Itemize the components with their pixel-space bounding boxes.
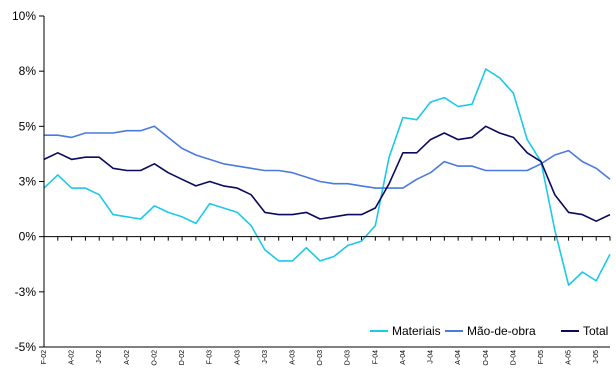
x-tick-label: D-02 xyxy=(179,350,186,365)
series-line-m-o-de-obra xyxy=(44,125,611,189)
y-tick-label: 3% xyxy=(19,175,37,189)
x-tick-label: A-03 xyxy=(234,350,241,365)
x-tick-label: J-04 xyxy=(428,350,435,364)
x-tick-label: A-04 xyxy=(455,350,462,365)
series-line-materiais xyxy=(43,68,611,287)
x-tick-label: F-03 xyxy=(207,350,214,365)
x-tick-label: J-05 xyxy=(593,350,600,364)
legend-label: Materiais xyxy=(392,324,441,338)
x-tick-label: A-03 xyxy=(289,350,296,365)
x-tick-label: O-04 xyxy=(483,350,490,366)
y-tick-label: 10% xyxy=(12,9,36,23)
y-tick-label: 0% xyxy=(19,230,37,244)
y-tick-label: -5% xyxy=(15,340,37,354)
x-tick-label: O-03 xyxy=(317,350,324,366)
x-tick-label: F-04 xyxy=(372,350,379,365)
series-line-total xyxy=(43,125,611,222)
x-tick-label: A-02 xyxy=(124,350,131,365)
x-axis-ticks: F-02 A-02 J-02 A-02 O-02 D-02 F-03 A-03 J-03 A-03… xyxy=(41,236,611,366)
chart-series xyxy=(43,68,611,287)
x-tick-label: A-05 xyxy=(566,350,573,365)
x-tick-label: A-04 xyxy=(400,350,407,365)
x-tick-label: D-03 xyxy=(345,350,352,365)
x-tick-label: D-04 xyxy=(510,350,517,365)
x-tick-label: J-02 xyxy=(96,350,103,364)
x-tick-label: F-05 xyxy=(538,350,545,365)
x-tick-label: O-02 xyxy=(151,350,158,366)
y-tick-label: 5% xyxy=(19,119,37,133)
legend-label: Mão-de-obra xyxy=(467,324,536,338)
chart-axes xyxy=(43,16,610,348)
y-axis-ticks: -5% -3% 0% 3% 5% 8% 10% xyxy=(12,9,44,354)
chart-legend: Materiais Mão-de-obra Total xyxy=(370,324,608,338)
x-tick-label: A-02 xyxy=(69,350,76,365)
y-tick-label: 8% xyxy=(19,64,37,78)
x-tick-label: F-02 xyxy=(41,350,48,365)
y-tick-label: -3% xyxy=(15,285,37,299)
legend-label: Total xyxy=(583,324,608,338)
x-tick-label: J-03 xyxy=(262,350,269,364)
